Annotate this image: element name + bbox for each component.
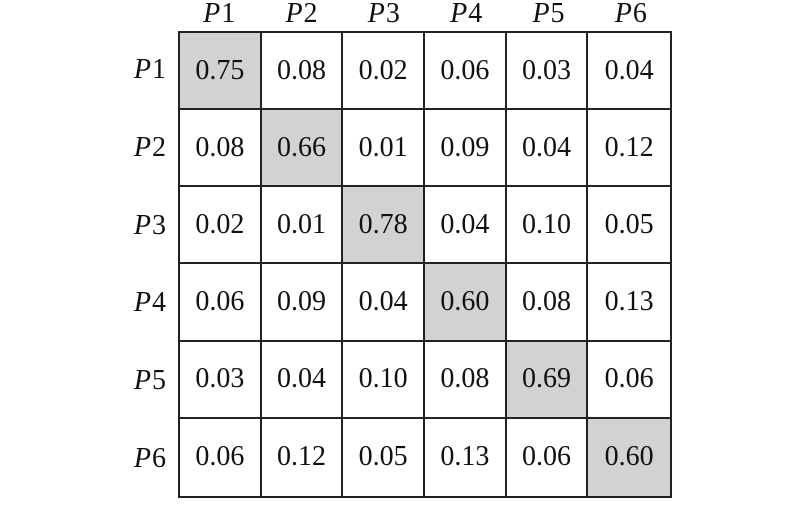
matrix-cell-r5c6: 0.06 [588,341,670,419]
matrix-cell-r6c5: 0.06 [506,418,589,496]
matrix-cell-r4c6: 0.13 [588,264,670,342]
matrix-cell-r6c1: 0.06 [180,418,262,496]
matrix-cell-r5c4: 0.08 [424,341,507,419]
matrix-cell-r2c6: 0.12 [588,110,670,188]
col-header-p2-number: 2 [303,0,318,29]
matrix-cell-r2c2: 0.66 [261,110,344,188]
matrix-cell-r6c2: 0.12 [261,418,344,496]
row-header-p3-letter: P [133,209,151,241]
row-header-p6-letter: P [133,443,151,475]
matrix-cell-r1c3: 0.02 [343,33,425,111]
matrix-cell-r2c5: 0.04 [506,110,589,188]
col-header-p5-letter: P [532,0,550,29]
matrix-cell-r1c6: 0.04 [588,33,670,111]
matrix-cell-r3c6: 0.05 [588,187,670,265]
matrix-cell-r5c3: 0.10 [343,341,425,419]
row-header-p5-letter: P [133,365,151,397]
col-header-p1-number: 1 [221,0,236,29]
matrix-cell-r3c3: 0.78 [343,187,425,265]
row-header-p5-number: 5 [152,365,166,397]
matrix-grid: 0.75 0.08 0.02 0.06 0.03 0.04 0.08 0.66 … [178,31,672,498]
matrix-cell-r2c4: 0.09 [424,110,507,188]
matrix-cell-r3c1: 0.02 [180,187,262,265]
col-header-p6-number: 6 [632,0,647,29]
matrix-cell-r4c1: 0.06 [180,264,262,342]
matrix-cell-r2c3: 0.01 [343,110,425,188]
row-header-p4-number: 4 [152,287,166,319]
matrix-cell-r4c4: 0.60 [424,264,507,342]
col-header-p2-letter: P [285,0,303,29]
matrix-cell-r3c5: 0.10 [506,187,589,265]
col-header-p6-letter: P [614,0,632,29]
matrix-cell-r4c2: 0.09 [261,264,344,342]
matrix-cell-r4c3: 0.04 [343,264,425,342]
matrix-cell-r6c6: 0.60 [588,418,670,496]
row-header-p2-number: 2 [152,131,166,163]
row-header-p2-letter: P [133,131,151,163]
col-header-p1-letter: P [203,0,221,29]
row-header-p6-number: 6 [152,443,166,475]
matrix-cell-r6c3: 0.05 [343,418,425,496]
matrix-cell-r1c4: 0.06 [424,33,507,111]
matrix-cell-r5c1: 0.03 [180,341,262,419]
matrix-cell-r4c5: 0.08 [506,264,589,342]
matrix-cell-r1c1: 0.75 [180,33,262,111]
matrix-cell-r6c4: 0.13 [424,418,507,496]
matrix-cell-r1c5: 0.03 [506,33,589,111]
col-header-p4-number: 4 [468,0,483,29]
row-header-p4-letter: P [133,287,151,319]
row-header-p3-number: 3 [152,209,166,241]
row-header-p1-number: 1 [152,53,166,85]
matrix-cell-r3c4: 0.04 [424,187,507,265]
col-header-p3-letter: P [367,0,385,29]
row-header-p1-letter: P [133,53,151,85]
col-header-p3-number: 3 [385,0,400,29]
matrix-cell-r5c5: 0.69 [506,341,589,419]
matrix-cell-r3c2: 0.01 [261,187,344,265]
matrix-cell-r5c2: 0.04 [261,341,344,419]
col-header-p4-letter: P [450,0,468,29]
col-header-p5-number: 5 [550,0,565,29]
matrix-cell-r1c2: 0.08 [261,33,344,111]
matrix-cell-r2c1: 0.08 [180,110,262,188]
